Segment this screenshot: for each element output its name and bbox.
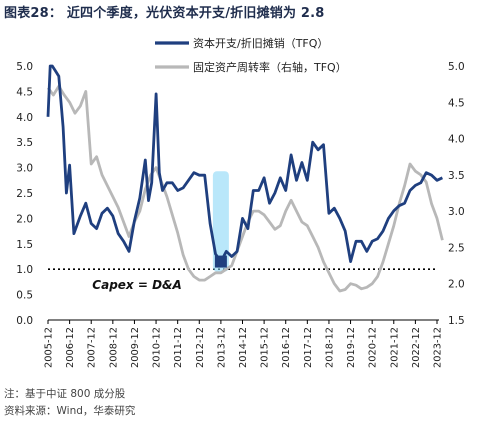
x-tick-label: 2013-12: [216, 327, 227, 368]
x-tick-label: 2005-12: [44, 327, 55, 368]
x-tick-label: 2019-12: [346, 327, 357, 368]
x-tick-label: 2015-12: [260, 327, 271, 368]
x-tick-label: 2021-12: [389, 327, 400, 368]
left-tick-label: 0.5: [16, 290, 33, 302]
left-tick-label: 4.5: [16, 86, 33, 98]
left-tick-label: 3.0: [16, 163, 33, 175]
right-tick-label: 2.0: [448, 279, 465, 291]
x-tick-label: 2008-12: [108, 327, 119, 368]
chart: 资本开支/折旧摊销（TFQ） 固定资产周转率（右轴，TFQ） 0.0 0.5 1.0…: [16, 36, 465, 368]
x-tick-label: 2011-12: [173, 327, 184, 368]
highlight-glow: [212, 171, 229, 272]
left-tick-label: 3.5: [16, 137, 33, 149]
x-tick-label: 2017-12: [303, 327, 314, 368]
left-tick-label: 1.0: [16, 264, 33, 276]
legend: 资本开支/折旧摊销（TFQ） 固定资产周转率（右轴，TFQ）: [155, 36, 347, 74]
highlight-marker: [214, 255, 227, 268]
source-note: 资料来源：Wind，华泰研究: [4, 405, 136, 417]
series-line-capex: [46, 64, 443, 263]
x-tick-label: 2014-12: [238, 327, 249, 368]
x-tick-label: 2012-12: [195, 327, 206, 368]
left-tick-label: 0.0: [16, 315, 33, 327]
left-axis: 0.0 0.5 1.0 1.5 2.0 2.5 3.0 3.5 4.0 4.5 5.0: [16, 61, 33, 327]
annotation-capex-eq-da: Capex = D&A: [92, 278, 182, 292]
x-tick-label: 2007-12: [87, 327, 98, 368]
x-tick-label: 2006-12: [65, 327, 76, 368]
left-tick-label: 5.0: [16, 61, 33, 73]
legend-label-turnover: 固定资产周转率（右轴，TFQ）: [193, 60, 347, 74]
x-tick-label: 2022-12: [411, 327, 422, 368]
footnote: 注：基于中证 800 成分股: [4, 388, 126, 400]
right-tick-label: 3.5: [448, 170, 465, 182]
right-tick-label: 5.0: [448, 61, 465, 73]
x-tick-label: 2009-12: [130, 327, 141, 368]
x-tick-label: 2018-12: [324, 327, 335, 368]
x-axis: 2005-12 2006-12 2007-12 2008-12 2009-12 2010-…: [44, 320, 444, 368]
right-tick-label: 3.0: [448, 206, 465, 218]
right-tick-label: 4.0: [448, 134, 465, 146]
left-tick-label: 1.5: [16, 239, 33, 251]
left-tick-label: 2.5: [16, 188, 33, 200]
right-tick-label: 1.5: [448, 315, 465, 327]
series-line-turnover: [46, 84, 444, 293]
x-tick-label: 2016-12: [281, 327, 292, 368]
legend-label-capex: 资本开支/折旧摊销（TFQ）: [193, 36, 328, 50]
right-tick-label: 4.5: [448, 97, 465, 109]
x-tick-label: 2023-12: [433, 327, 444, 368]
right-tick-label: 2.5: [448, 242, 465, 254]
x-tick-label: 2020-12: [368, 327, 379, 368]
right-axis: 1.5 2.0 2.5 3.0 3.5 4.0 4.5 5.0: [448, 61, 465, 327]
left-tick-label: 2.0: [16, 213, 33, 225]
x-tick-label: 2010-12: [152, 327, 163, 368]
left-tick-label: 4.0: [16, 112, 33, 124]
chart-title: 图表28： 近四个季度，光伏资本开支/折旧摊销为 2.8: [4, 6, 325, 21]
